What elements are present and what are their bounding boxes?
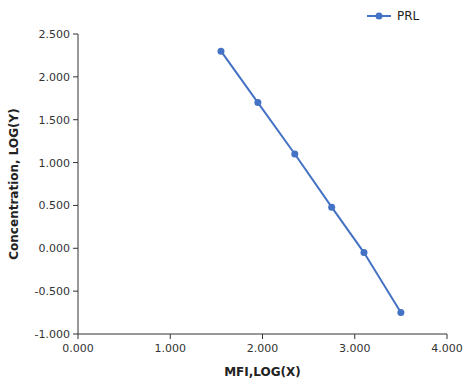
- x-tick: [170, 334, 171, 339]
- series-line: [221, 51, 401, 312]
- y-tick: [73, 248, 78, 249]
- y-tick: [73, 162, 78, 163]
- x-tick-label: 2.000: [247, 342, 279, 355]
- x-tick: [354, 334, 355, 339]
- legend: PRL: [367, 9, 420, 23]
- y-axis-line: [78, 34, 79, 334]
- y-tick-label: 0.000: [39, 242, 71, 255]
- data-point: [254, 99, 261, 106]
- y-tick: [73, 205, 78, 206]
- x-tick-label: 3.000: [339, 342, 371, 355]
- x-tick: [262, 334, 263, 339]
- data-point: [397, 309, 404, 316]
- data-point: [217, 48, 224, 55]
- y-tick: [73, 119, 78, 120]
- data-point: [328, 204, 335, 211]
- x-axis-label: MFI,LOG(X): [224, 365, 301, 379]
- data-point: [291, 151, 298, 158]
- axes: 0.000 1.000 2.000 3.000 4.000 -1.000 -0.500 0.0…: [35, 28, 463, 355]
- y-tick-label: 2.000: [39, 71, 71, 84]
- y-tick: [73, 334, 78, 335]
- y-tick: [73, 291, 78, 292]
- x-tick: [447, 334, 448, 339]
- y-axis-label: Concentration, LOG(Y): [7, 108, 21, 259]
- y-tick-label: 0.500: [39, 199, 71, 212]
- legend-marker: [376, 13, 383, 20]
- chart: 0.000 1.000 2.000 3.000 4.000 -1.000 -0.500 0.0…: [0, 0, 469, 392]
- y-tick: [73, 34, 78, 35]
- data-point: [360, 249, 367, 256]
- y-tick-label: 1.000: [39, 157, 71, 170]
- x-tick-label: 4.000: [431, 342, 463, 355]
- x-tick: [78, 334, 79, 339]
- y-tick-label: 1.500: [39, 114, 71, 127]
- y-tick-label: 2.500: [39, 28, 71, 41]
- x-tick-label: 1.000: [155, 342, 187, 355]
- x-tick-label: 0.000: [62, 342, 94, 355]
- plot-area: [217, 48, 404, 316]
- y-tick-label: -0.500: [35, 285, 70, 298]
- y-tick-label: -1.000: [35, 328, 70, 341]
- y-tick: [73, 76, 78, 77]
- legend-label: PRL: [397, 9, 420, 23]
